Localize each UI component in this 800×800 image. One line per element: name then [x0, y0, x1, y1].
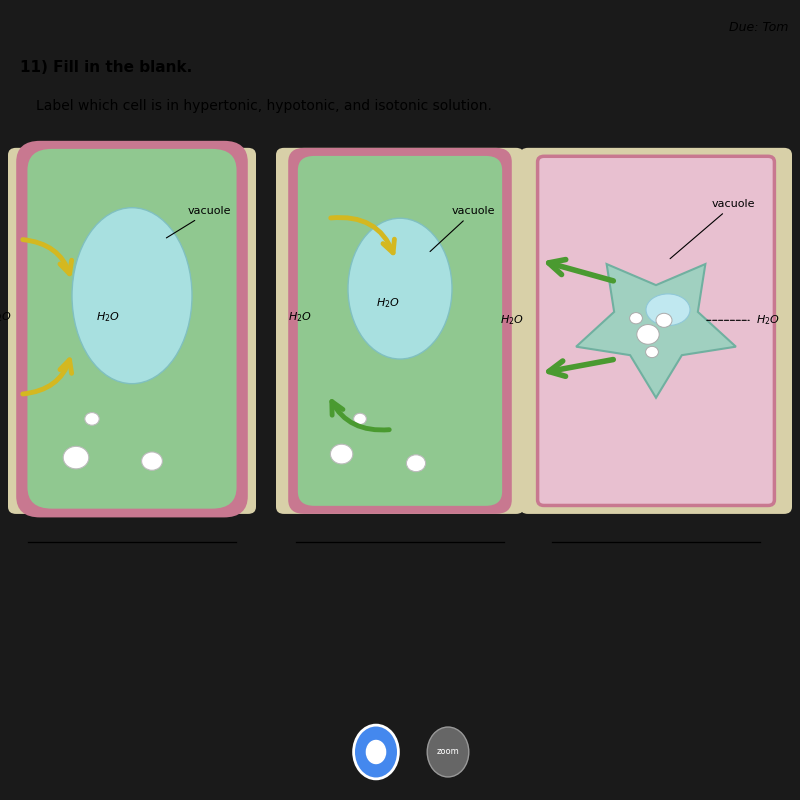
Text: $H_2O$: $H_2O$ — [500, 314, 524, 327]
Circle shape — [142, 452, 162, 470]
Circle shape — [354, 414, 366, 425]
Circle shape — [637, 325, 659, 344]
Circle shape — [646, 346, 658, 358]
FancyBboxPatch shape — [297, 155, 503, 507]
Ellipse shape — [72, 208, 192, 384]
Text: $H_2O$: $H_2O$ — [96, 310, 120, 324]
Text: vacuole: vacuole — [166, 206, 231, 238]
Text: vacuole: vacuole — [670, 199, 755, 258]
Circle shape — [427, 727, 469, 777]
Text: Label which cell is in hypertonic, hypotonic, and isotonic solution.: Label which cell is in hypertonic, hypot… — [36, 98, 492, 113]
Circle shape — [630, 313, 642, 324]
Text: $H_2O$: $H_2O$ — [756, 314, 780, 327]
FancyBboxPatch shape — [276, 148, 524, 514]
Text: zoom: zoom — [437, 747, 459, 757]
Text: vacuole: vacuole — [430, 206, 495, 251]
Ellipse shape — [646, 294, 690, 326]
Circle shape — [85, 413, 99, 426]
Circle shape — [656, 314, 672, 327]
Circle shape — [330, 444, 353, 464]
FancyBboxPatch shape — [290, 150, 510, 513]
Text: Due: Tom: Due: Tom — [729, 21, 788, 34]
Text: $H_2O$: $H_2O$ — [376, 296, 400, 310]
Text: $H_2O$: $H_2O$ — [288, 310, 312, 324]
FancyBboxPatch shape — [8, 148, 256, 514]
FancyBboxPatch shape — [18, 142, 246, 516]
Text: $H_2O$: $H_2O$ — [0, 310, 12, 324]
FancyBboxPatch shape — [538, 156, 774, 506]
Circle shape — [366, 741, 386, 763]
Circle shape — [63, 446, 89, 469]
FancyBboxPatch shape — [520, 148, 792, 514]
Circle shape — [354, 725, 398, 779]
Ellipse shape — [348, 218, 452, 359]
Polygon shape — [576, 264, 736, 398]
FancyBboxPatch shape — [26, 148, 238, 510]
Circle shape — [406, 454, 426, 472]
Text: 11) Fill in the blank.: 11) Fill in the blank. — [20, 60, 192, 75]
